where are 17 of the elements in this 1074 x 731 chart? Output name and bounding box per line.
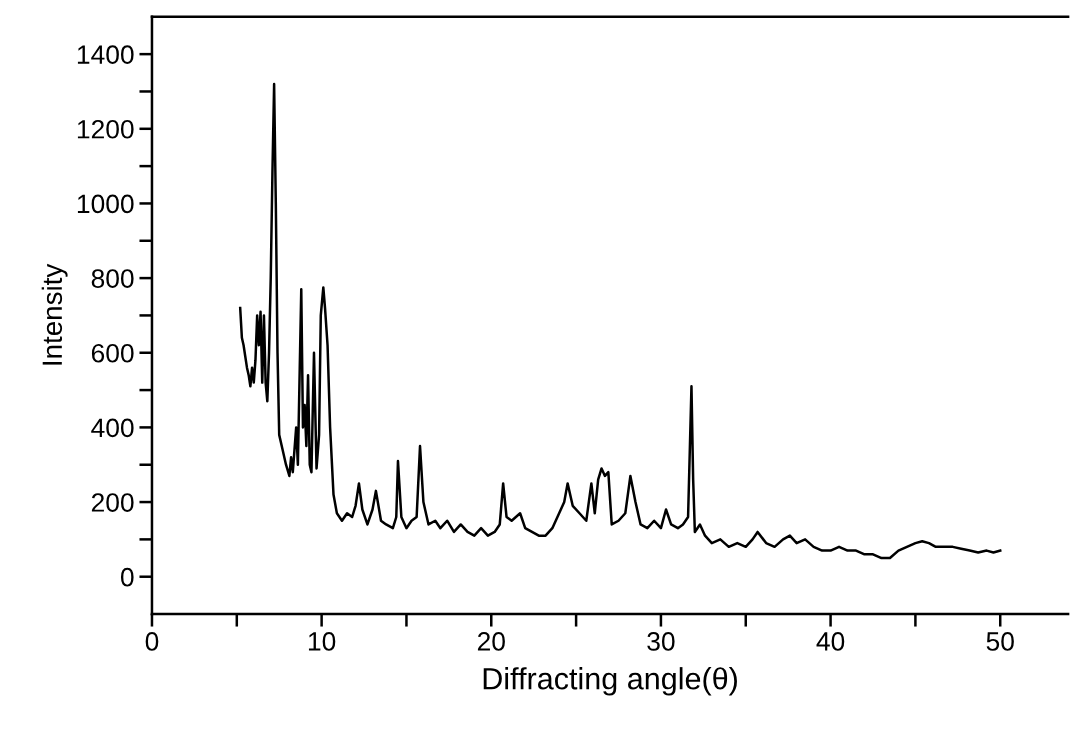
y-tick-label: 800	[91, 269, 134, 288]
x-tick-label: 30	[647, 632, 675, 651]
y-tick-label: 200	[91, 493, 134, 512]
x-tick-label: 50	[986, 632, 1014, 651]
y-axis-title: Intensity	[41, 263, 68, 365]
x-tick-label: 20	[477, 632, 505, 651]
x-tick-label: 40	[816, 632, 845, 651]
y-tick-label: 0	[120, 567, 134, 587]
y-tick-label: 1200	[77, 119, 134, 139]
x-axis-title: Diffracting angle(θ)	[483, 667, 737, 696]
y-tick-label: 1400	[77, 45, 134, 64]
x-tick-label: 10	[308, 632, 336, 651]
x-tick-label: 0	[145, 632, 159, 651]
y-tick-label: 400	[91, 418, 134, 438]
y-tick-label: 600	[91, 343, 134, 363]
line-series	[238, 82, 1002, 560]
y-tick-label: 1000	[77, 194, 134, 214]
